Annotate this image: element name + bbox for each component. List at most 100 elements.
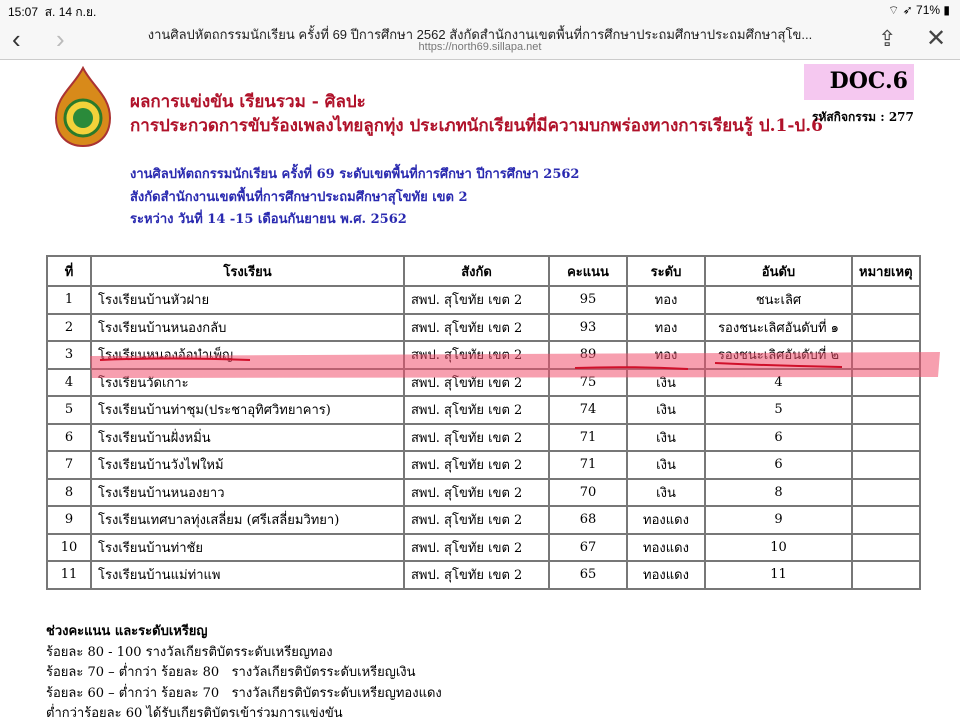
col-header-rank: อันดับ [704,255,853,287]
cell-school: โรงเรียนหนองอ้อบำเพ็ญ [90,340,405,370]
cell-rank: 10 [704,532,853,562]
cell-rank: รองชนะเลิศอันดับที่ ๑ [704,312,853,342]
cell-no: 6 [46,422,92,452]
table-row: 5 โรงเรียนบ้านท่าชุม(ประชาอุทิศวิทยาคาร) ส… [46,395,921,425]
cell-score: 75 [548,367,628,397]
cell-affiliation: สพป. สุโขทัย เขต 2 [403,560,550,590]
cell-rank: 11 [704,560,853,590]
col-header-affiliation: สังกัด [403,255,550,287]
legend-line: ร้อยละ 60 – ต่ำกว่า ร้อยละ 70 รางวัลเกีย… [46,685,442,701]
cell-no: 9 [46,505,92,535]
heading-event: การประกวดการขับร้องเพลงไทยลูกทุ่ง ประเภท… [130,116,823,136]
subheading-3: ระหว่าง วันที่ 14 -15 เดือนกันยายน พ.ศ. … [130,212,407,227]
table-row: 1 โรงเรียนบ้านหัวฝาย สพป. สุโขทัย เขต 2 95 ท… [46,285,921,315]
col-header-level: ระดับ [626,255,706,287]
cell-affiliation: สพป. สุโขทัย เขต 2 [403,367,550,397]
cell-level: ทอง [626,340,706,370]
legend-line: ร้อยละ 80 - 100 รางวัลเกียรติบัตรระดับเห… [46,644,333,660]
cell-level: ทอง [626,312,706,342]
cell-school: โรงเรียนวัดเกาะ [90,367,405,397]
cell-school: โรงเรียนบ้านหนองยาว [90,477,405,507]
cell-rank: 6 [704,450,853,480]
cell-affiliation: สพป. สุโขทัย เขต 2 [403,532,550,562]
browser-toolbar: ‹ › งานศิลปหัตถกรรมนักเรียน ครั้งที่ 69 … [0,20,960,60]
cell-affiliation: สพป. สุโขทัย เขต 2 [403,395,550,425]
subheading-1: งานศิลปหัตถกรรมนักเรียน ครั้งที่ 69 ระดั… [130,167,580,182]
cell-no: 2 [46,312,92,342]
status-time: 15:07 ส. 14 ก.ย. [8,5,97,19]
cell-level: เงิน [626,477,706,507]
cell-affiliation: สพป. สุโขทัย เขต 2 [403,422,550,452]
doc-badge: DOC.6 [804,64,914,100]
cell-score: 71 [548,450,628,480]
cell-school: โรงเรียนบ้านท่าชัย [90,532,405,562]
close-icon[interactable]: ✕ [926,25,947,52]
cell-affiliation: สพป. สุโขทัย เขต 2 [403,450,550,480]
cell-remark [851,367,921,397]
cell-level: ทองแดง [626,532,706,562]
cell-level: ทองแดง [626,560,706,590]
cell-score: 65 [548,560,628,590]
cell-level: เงิน [626,367,706,397]
cell-remark [851,285,921,315]
col-header-no: ที่ [46,255,92,287]
cell-remark [851,532,921,562]
emblem-logo [54,66,112,148]
table-row: 9 โรงเรียนเทศบาลทุ่งเสลี่ยม (ศรีเสลี่ยมวิ… [46,505,921,535]
cell-no: 10 [46,532,92,562]
cell-score: 67 [548,532,628,562]
subheading-2: สังกัดสำนักงานเขตพื้นที่การศึกษาประถมศึก… [130,190,468,205]
cell-school: โรงเรียนบ้านฝั่งหมิ่น [90,422,405,452]
cell-remark [851,395,921,425]
cell-school: โรงเรียนบ้านท่าชุม(ประชาอุทิศวิทยาคาร) [90,395,405,425]
cell-affiliation: สพป. สุโขทัย เขต 2 [403,505,550,535]
cell-score: 89 [548,340,628,370]
url-display[interactable]: https://north69.sillapa.net [418,41,542,53]
cell-remark [851,312,921,342]
cell-affiliation: สพป. สุโขทัย เขต 2 [403,312,550,342]
cell-no: 4 [46,367,92,397]
cell-affiliation: สพป. สุโขทัย เขต 2 [403,477,550,507]
cell-remark [851,505,921,535]
results-table: ที่ โรงเรียน สังกัด คะแนน ระดับ อันดับ ห… [46,255,921,590]
cell-remark [851,422,921,452]
table-row: 3 โรงเรียนหนองอ้อบำเพ็ญ สพป. สุโขทัย เขต 2… [46,340,921,370]
status-bar: 15:07 ส. 14 ก.ย. ⌔ ➶ 71% ▮ [0,0,960,20]
cell-level: ทองแดง [626,505,706,535]
page-title: งานศิลปหัตถกรรมนักเรียน ครั้งที่ 69 ปีกา… [147,27,813,42]
cell-no: 1 [46,285,92,315]
cell-level: ทอง [626,285,706,315]
cell-rank: 9 [704,505,853,535]
table-row: 6 โรงเรียนบ้านฝั่งหมิ่น สพป. สุโขทัย เขต 2… [46,422,921,452]
cell-remark [851,450,921,480]
cell-rank: 6 [704,422,853,452]
cell-school: โรงเรียนเทศบาลทุ่งเสลี่ยม (ศรีเสลี่ยมวิท… [90,505,405,535]
legend-line: ร้อยละ 70 – ต่ำกว่า ร้อยละ 80 รางวัลเกีย… [46,665,416,680]
cell-affiliation: สพป. สุโขทัย เขต 2 [403,340,550,370]
cell-score: 70 [548,477,628,507]
legend-heading: ช่วงคะแนน และระดับเหรียญ [46,624,208,639]
activity-code: รหัสกิจกรรม : 277 [812,110,914,124]
col-header-score: คะแนน [548,255,628,287]
cell-score: 95 [548,285,628,315]
table-row: 8 โรงเรียนบ้านหนองยาว สพป. สุโขทัย เขต 2 70… [46,477,921,507]
cell-remark [851,340,921,370]
back-icon[interactable]: ‹ [12,24,21,54]
cell-no: 3 [46,340,92,370]
cell-score: 93 [548,312,628,342]
cell-affiliation: สพป. สุโขทัย เขต 2 [403,285,550,315]
cell-rank: 5 [704,395,853,425]
cell-school: โรงเรียนบ้านวังไฟใหม้ [90,450,405,480]
share-icon[interactable]: ⇪ [878,26,897,51]
battery-indicator: ⌔ ➶ 71% ▮ [888,3,950,17]
cell-no: 11 [46,560,92,590]
cell-score: 74 [548,395,628,425]
cell-school: โรงเรียนบ้านหัวฝาย [90,285,405,315]
legend-line: ต่ำกว่าร้อยละ 60 ได้รับเกียรติบัตรเข้าร่… [46,706,343,721]
cell-school: โรงเรียนบ้านแม่ท่าแพ [90,560,405,590]
cell-rank: 4 [704,367,853,397]
cell-remark [851,560,921,590]
forward-icon[interactable]: › [56,24,65,54]
cell-score: 71 [548,422,628,452]
